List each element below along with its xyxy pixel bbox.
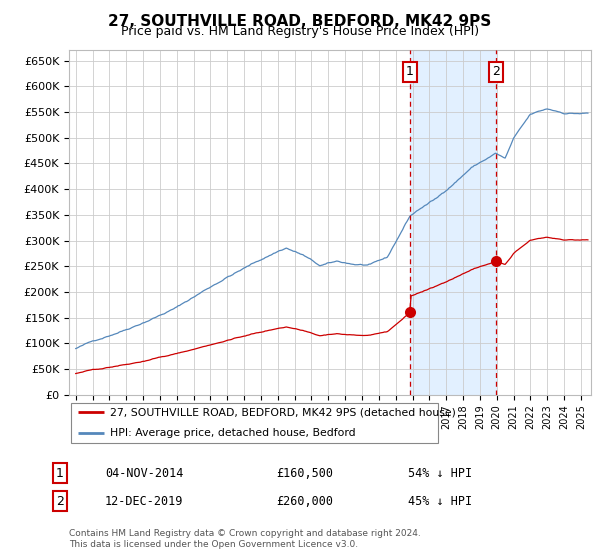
Text: Price paid vs. HM Land Registry's House Price Index (HPI): Price paid vs. HM Land Registry's House … xyxy=(121,25,479,38)
Bar xyxy=(410,50,496,395)
Text: £160,500: £160,500 xyxy=(276,466,333,480)
Text: HPI: Average price, detached house, Bedford: HPI: Average price, detached house, Bedf… xyxy=(110,428,356,438)
Text: 27, SOUTHVILLE ROAD, BEDFORD, MK42 9PS: 27, SOUTHVILLE ROAD, BEDFORD, MK42 9PS xyxy=(109,14,491,29)
Text: 54% ↓ HPI: 54% ↓ HPI xyxy=(408,466,472,480)
Text: 04-NOV-2014: 04-NOV-2014 xyxy=(105,466,184,480)
Text: 2: 2 xyxy=(492,66,500,78)
Text: 1: 1 xyxy=(56,466,64,480)
FancyBboxPatch shape xyxy=(71,403,439,443)
Text: 27, SOUTHVILLE ROAD, BEDFORD, MK42 9PS (detached house): 27, SOUTHVILLE ROAD, BEDFORD, MK42 9PS (… xyxy=(110,408,456,418)
Text: 1: 1 xyxy=(406,66,414,78)
Text: 45% ↓ HPI: 45% ↓ HPI xyxy=(408,494,472,508)
Text: 2: 2 xyxy=(56,494,64,508)
Text: £260,000: £260,000 xyxy=(276,494,333,508)
Text: Contains HM Land Registry data © Crown copyright and database right 2024.
This d: Contains HM Land Registry data © Crown c… xyxy=(69,529,421,549)
Text: 12-DEC-2019: 12-DEC-2019 xyxy=(105,494,184,508)
